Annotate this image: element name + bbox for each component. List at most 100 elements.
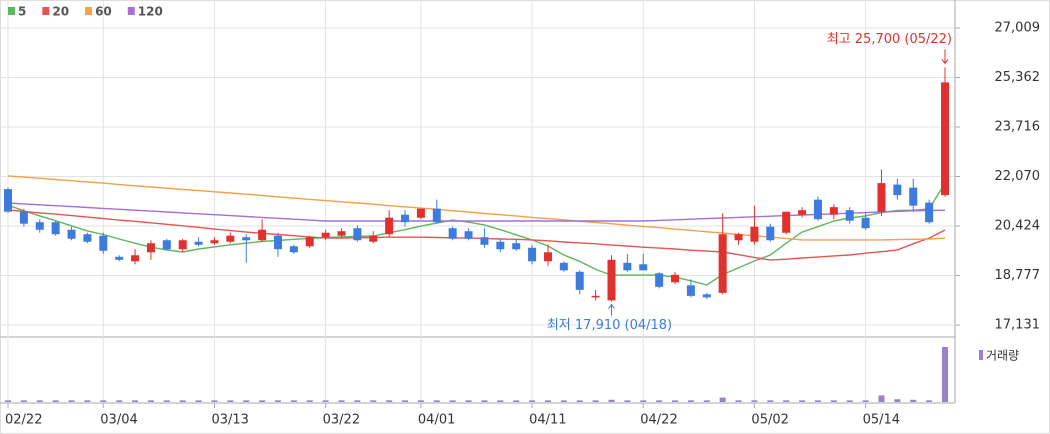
volume-bar [227,400,234,402]
volume-bar [195,400,202,402]
ma-line [7,182,946,286]
y-tick-label: 22,070 [995,169,1041,184]
candle-body [639,264,648,271]
candle-body [750,226,759,242]
volume-bar [338,400,345,402]
candle-body [146,243,155,253]
volume-bar [814,400,821,402]
x-tick-label: 03/22 [323,413,360,428]
volume-bar [926,400,933,402]
volume-bar [942,347,948,402]
volume-bar [830,400,837,402]
volume-bar [894,399,901,402]
candle-body [591,295,600,298]
volume-bar [386,400,393,402]
candle-body [464,231,473,239]
volume-bar [687,400,694,402]
volume-bar [243,400,250,402]
y-tick-label: 25,362 [995,70,1041,85]
candle-body [258,229,267,241]
volume-bar [513,400,520,402]
legend-swatch [42,7,50,15]
volume-bar [656,400,663,402]
volume-bar [672,400,679,402]
candle-body [416,208,425,218]
volume-bar [719,397,726,402]
volume-label: 거래량 [986,349,1019,363]
volume-bar [640,400,647,402]
low-arrow [608,303,615,316]
candle-body [131,255,140,262]
volume-bar [274,400,281,402]
candle-body [877,183,886,212]
volume-bar [544,400,551,402]
volume-bar [862,400,869,402]
candle-body [178,240,187,250]
candle-body [401,214,410,223]
volume-bar [259,400,266,402]
ma-line [7,209,946,261]
legend-label: 20 [52,5,69,19]
candle-body [766,226,775,241]
candle-body [512,243,521,250]
volume-bar [799,400,806,402]
candle-body [194,241,203,245]
volume-bar [465,400,472,402]
candle-body [686,285,695,296]
legend-swatch [8,7,15,15]
legend-label: 120 [138,5,163,19]
candle-body [575,271,584,290]
candle-body [718,234,727,293]
volume-bar [147,400,154,402]
volume-bar [5,400,11,402]
volume-bar [36,400,43,402]
legend-swatch [127,7,135,15]
candle-body [782,211,791,233]
y-tick-label: 27,009 [995,21,1041,36]
candle-body [115,256,124,260]
volume-bar [433,400,440,402]
x-tick-label: 04/11 [529,413,566,428]
volume-bar [306,400,313,402]
candle-body [496,241,505,250]
volume-bar [370,400,377,402]
volume-bar [322,400,329,402]
volume-bar [20,400,27,402]
y-tick-label: 17,131 [995,318,1041,333]
candle-body [655,273,664,287]
volume-bar [910,399,917,402]
x-tick-label: 05/14 [863,413,900,428]
volume-bar [116,400,123,402]
candle-body [242,237,251,241]
y-tick-label: 18,777 [995,268,1041,283]
candle-body [289,246,298,253]
legend-label: 5 [18,5,26,19]
candle-body [432,208,441,223]
candle-body [623,262,632,271]
volume-bar [735,400,742,402]
x-tick-label: 03/04 [100,413,137,428]
legend-label: 60 [95,5,112,19]
candle-body [734,234,743,241]
candle-body [51,222,60,235]
volume-bar [163,400,170,402]
x-tick-label: 03/13 [211,413,248,428]
y-tick-label: 23,716 [995,120,1041,135]
x-tick-label: 04/01 [418,413,455,428]
legend-swatch [85,7,93,15]
candle-body [528,247,537,262]
candle-body [19,211,28,224]
y-tick-label: 20,424 [995,218,1041,233]
volume-bar [84,400,91,402]
candle-body [210,240,219,244]
candle-body [543,252,552,262]
candle-body [861,217,870,229]
candle-body [480,237,489,245]
volume-bar [417,400,424,402]
candle-body [321,232,330,238]
volume-bar [497,400,504,402]
high-annotation: 최고 25,700 (05/22) [827,32,952,47]
volume-bar [576,400,583,402]
ma-line [7,175,946,241]
